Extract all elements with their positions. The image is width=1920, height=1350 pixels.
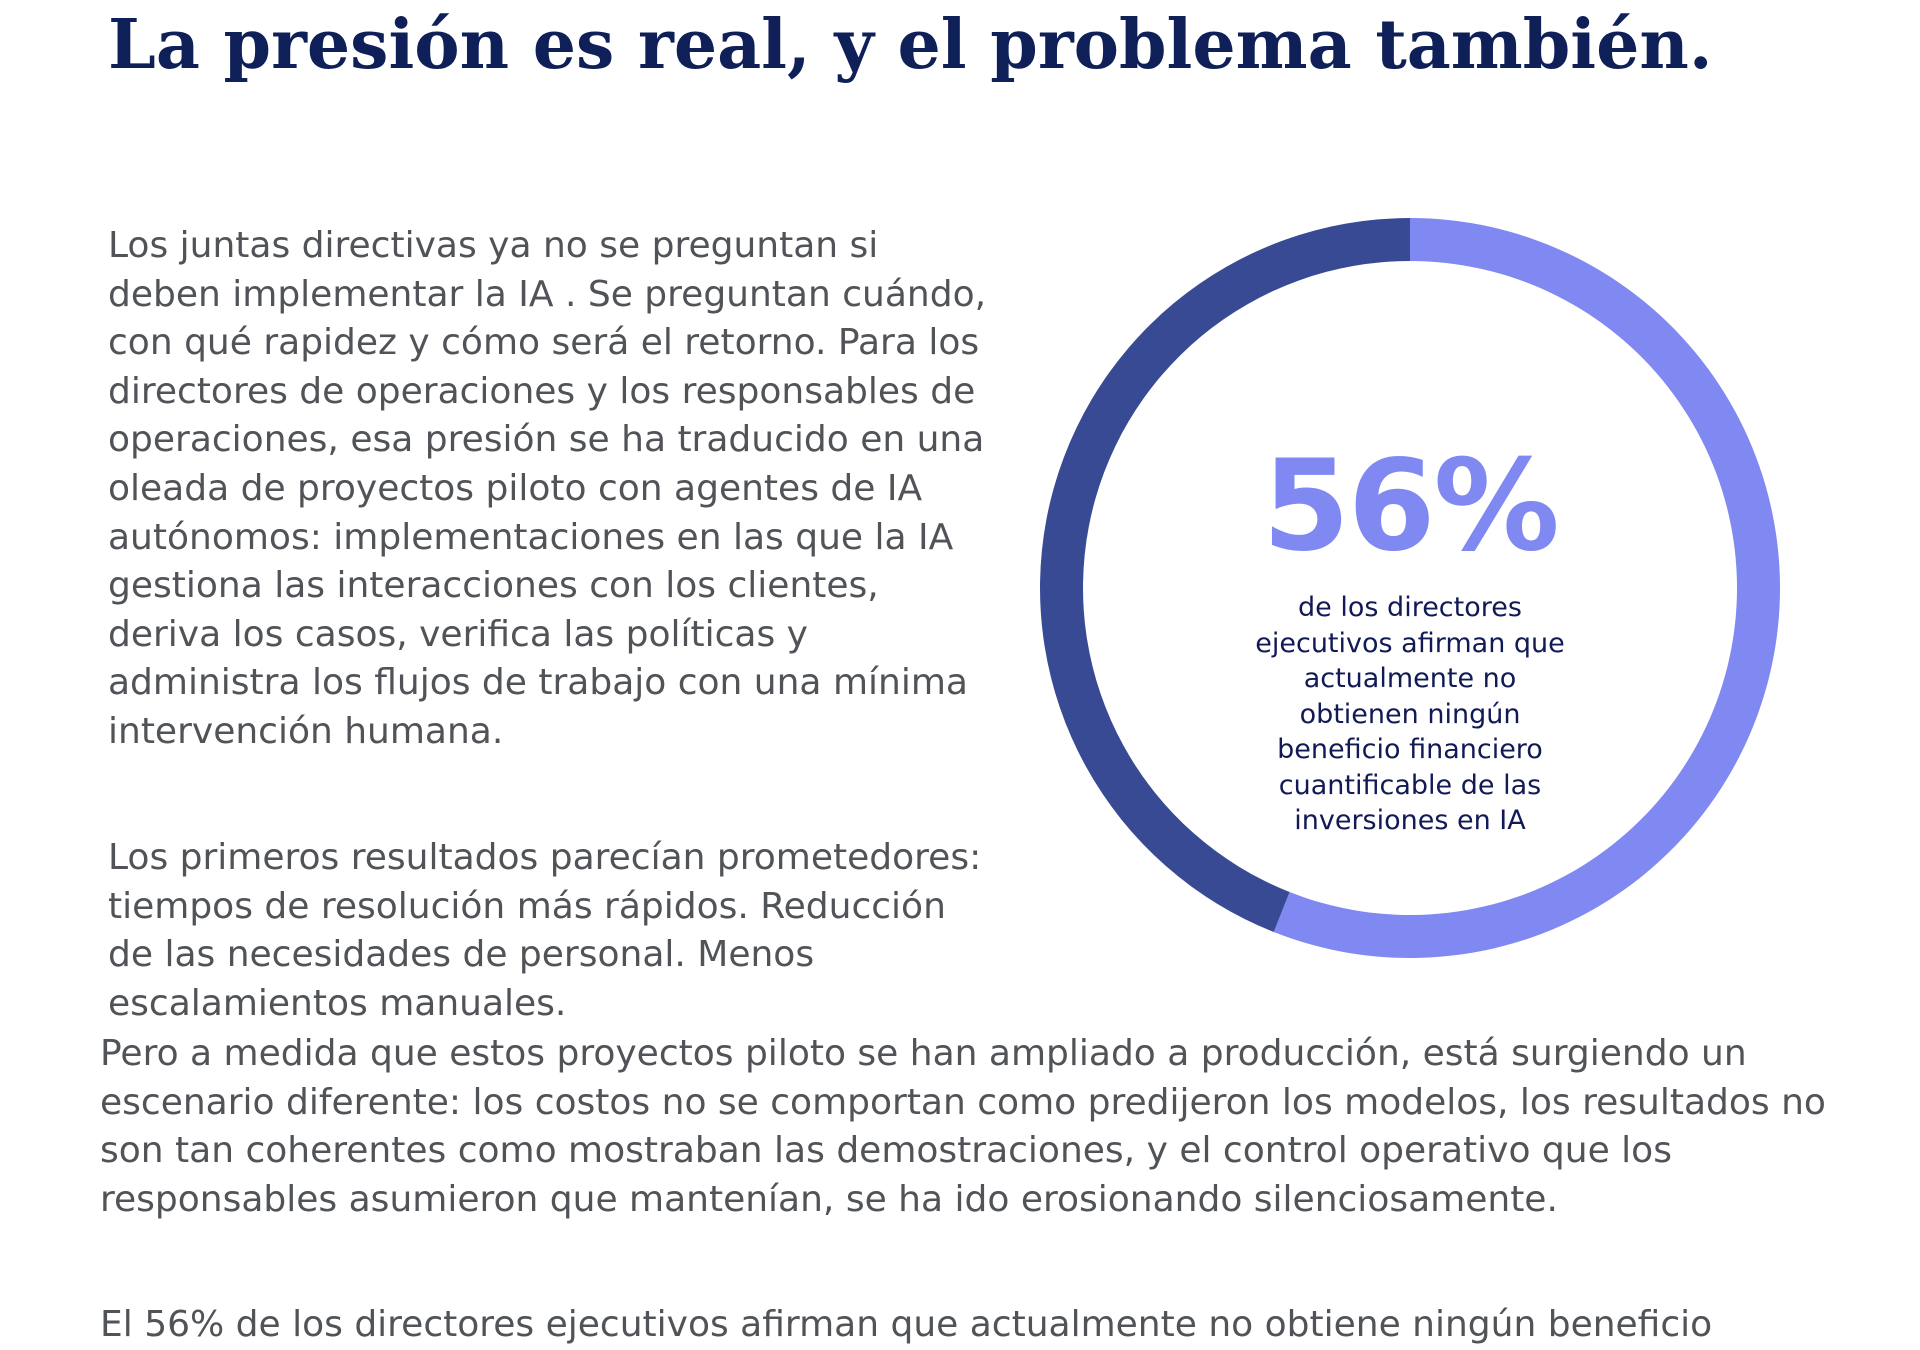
- stat-paragraph: El 56% de los directores ejecutivos afir…: [100, 1304, 1713, 1345]
- donut-chart-svg: [1040, 218, 1780, 958]
- stat-caption: de los directores ejecutivos afirman que…: [1255, 592, 1565, 836]
- stat-percentage: 56%: [1262, 432, 1560, 579]
- intro-paragraph: Los juntas directivas ya no se preguntan…: [108, 225, 987, 752]
- donut-segment-rest: [1040, 218, 1410, 933]
- page-title: La presión es real, y el problema tambié…: [108, 5, 1713, 85]
- production-paragraph: Pero a medida que estos proyectos piloto…: [100, 1033, 1826, 1220]
- donut-segment-value: [1273, 218, 1780, 958]
- donut-chart: 56% de los directores ejecutivos afirman…: [1040, 218, 1780, 958]
- early-results-paragraph: Los primeros resultados parecían promete…: [108, 837, 982, 1024]
